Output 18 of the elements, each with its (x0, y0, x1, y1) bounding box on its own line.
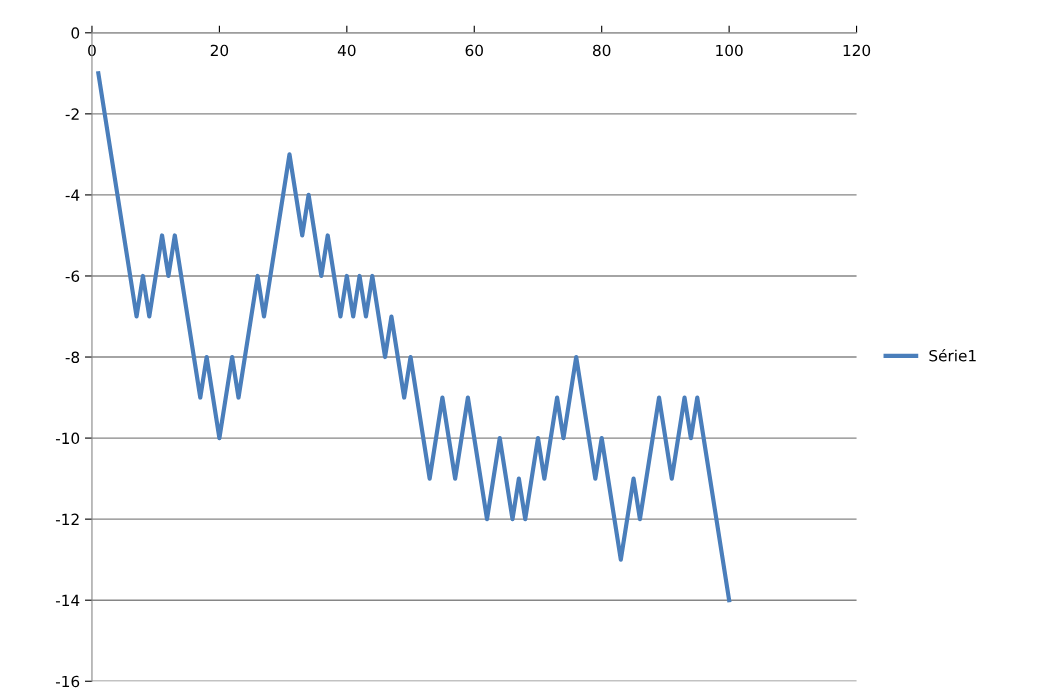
y-tick-label: -12 (55, 513, 79, 525)
x-tick-label: 20 (210, 44, 229, 57)
y-tick-label: -4 (65, 189, 80, 201)
y-tick-label: -16 (55, 675, 80, 688)
x-tick-label: 100 (716, 44, 743, 57)
x-tick-label: 40 (337, 44, 356, 57)
x-tick-label: 60 (465, 44, 483, 57)
y-tick-label: -8 (65, 351, 80, 364)
y-tick-label: 0 (71, 27, 80, 39)
y-tick-label: -14 (55, 594, 80, 606)
x-tick-label: 0 (88, 44, 96, 57)
y-tick-label: -6 (65, 270, 80, 282)
line-series (96, 71, 732, 603)
y-tick-label: -10 (55, 432, 80, 445)
y-tick-label: -2 (65, 108, 79, 120)
x-tick-label: 120 (843, 44, 871, 57)
legend-label: Série1 (929, 349, 976, 362)
x-tick-label: 80 (593, 44, 611, 57)
